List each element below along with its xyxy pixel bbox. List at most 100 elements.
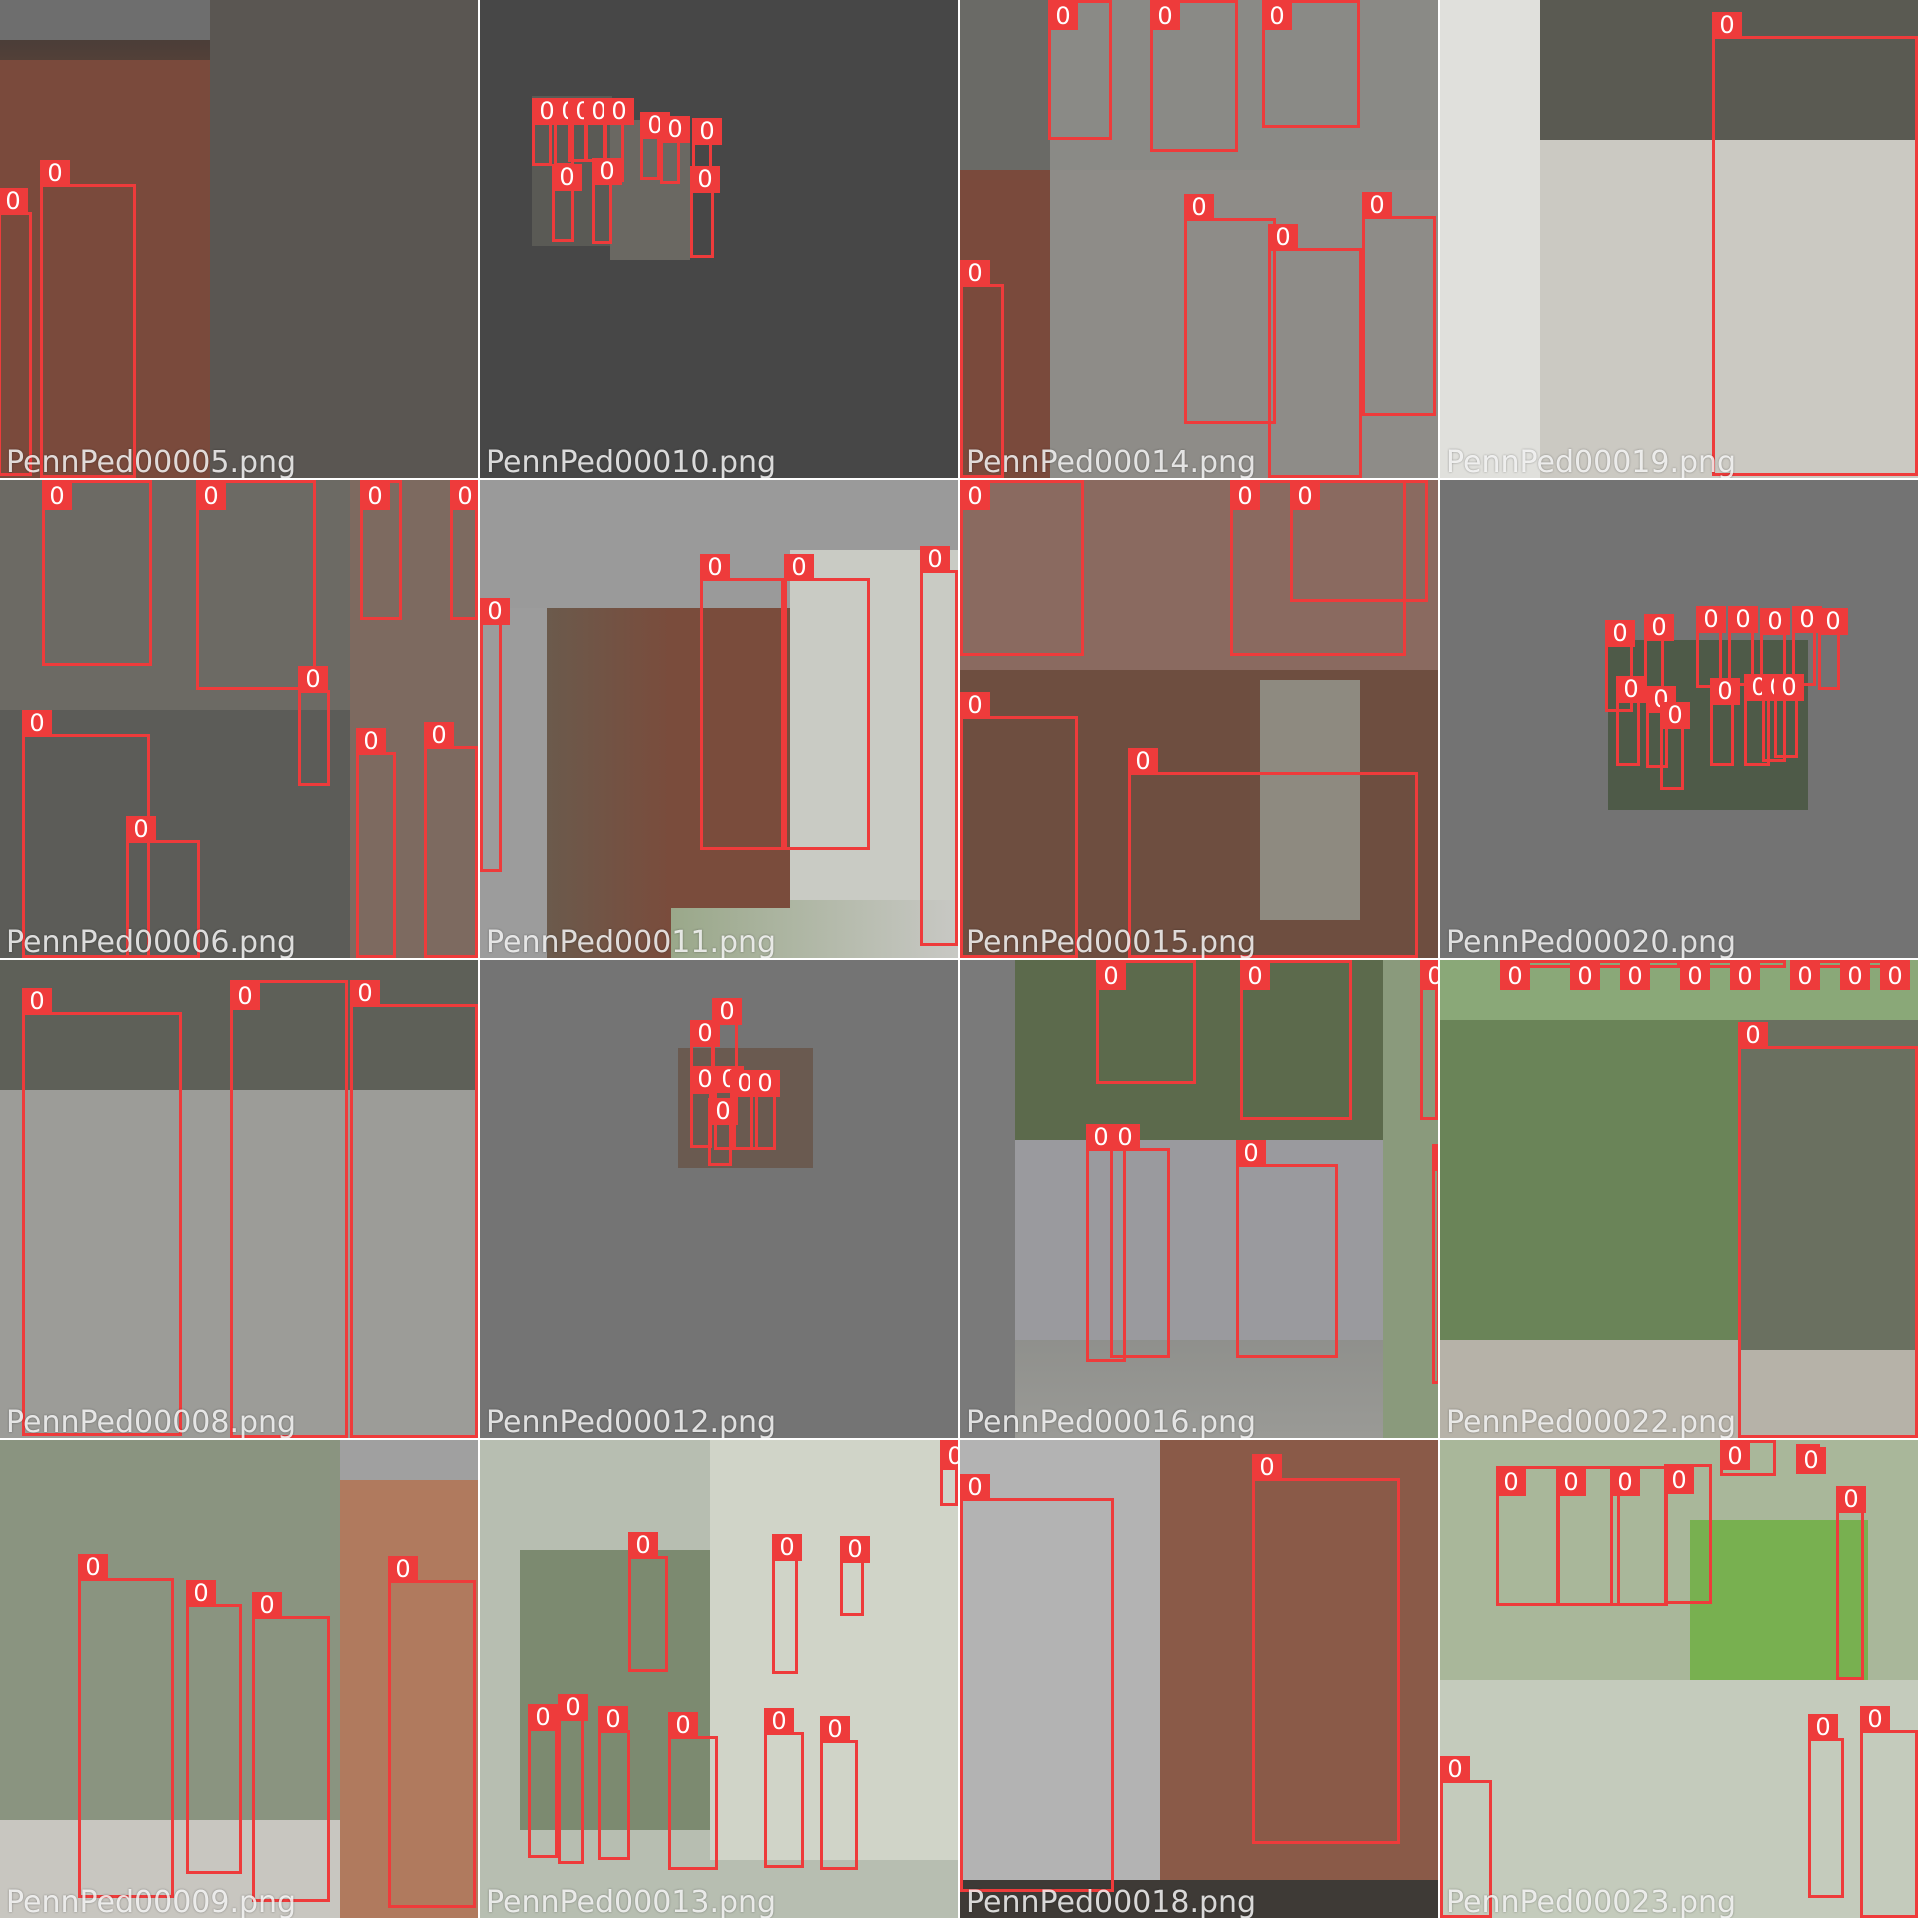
tile-image [480,480,958,958]
bounding-box: 0 [532,98,562,166]
bounding-box: 0 [604,98,634,182]
bounding-box: 0 [584,98,614,162]
bounding-box: 0 [764,1708,804,1868]
bounding-box: 0 [360,480,402,620]
class-label: 0 [940,1443,958,1470]
class-label: 0 [668,1712,698,1739]
class-label: 0 [388,1556,418,1583]
mosaic-tile: 0 0 0 0 0 0 0 PennPed00014.png [960,0,1438,478]
bounding-box: 0 [598,1706,630,1860]
class-label: 0 [1240,963,1270,990]
image-patch [0,710,350,958]
class-label: 0 [1790,963,1820,990]
class-label: 0 [450,483,478,510]
class-label: 0 [1184,194,1214,221]
bounding-box: 0 [230,980,348,1438]
image-patch [520,1550,720,1830]
class-label: 0 [360,483,390,510]
tile-image [0,1440,478,1918]
tile-image [960,960,1438,1438]
image-patch [1015,960,1438,1140]
image-patch [960,480,1438,670]
bounding-box: 0 [1664,1464,1712,1604]
bounding-box: 0 [960,1474,1114,1892]
class-label: 0 [1610,1469,1640,1496]
class-label: 0 [750,1070,780,1097]
class-label: 0 [252,1592,282,1619]
class-label: 0 [840,1536,870,1563]
bounding-box: 0 [750,1070,780,1150]
bounding-box: 0 [920,546,958,946]
bounding-box: 0 [960,260,1004,478]
bounding-box: 0 [1236,1140,1338,1358]
class-label: 0 [1664,1467,1694,1494]
bounding-box: 0 [1712,12,1918,476]
mosaic-tile: 0 0 0 PennPed00008.png [0,960,478,1438]
image-patch [960,170,1050,478]
class-label: 0 [772,1534,802,1561]
class-label: 0 [1792,606,1822,633]
class-label: 0 [424,722,454,749]
image-patch [960,1880,1438,1918]
image-patch [340,1440,478,1480]
class-label: 0 [628,1532,658,1559]
tile-filename: PennPed00010.png [486,445,777,479]
tile-image [0,960,478,1438]
class-label: 0 [1500,963,1530,990]
class-label: 0 [1720,1443,1750,1470]
bounding-box: 0 [1262,0,1360,128]
bounding-box: 0 [1290,480,1428,602]
class-label: 0 [1128,748,1158,775]
bounding-box: 0 [840,1536,870,1616]
class-label: 0 [1730,963,1760,990]
mosaic-tile: 0 0 0 0 0 0 0 PennPed00012.png [480,960,958,1438]
tile-filename: PennPed00006.png [6,925,297,959]
tile-image [480,1440,958,1918]
bounding-box: 0 [558,1694,588,1864]
bounding-box: 0 [820,1716,858,1870]
class-label: 0 [708,1098,738,1125]
bounding-box: 0 [1760,608,1790,686]
class-label: 0 [22,988,52,1015]
mosaic-tile: 0 0 0 0 0 PennPed00015.png [960,480,1438,958]
bounding-box: 0 [1128,748,1418,958]
tile-image [0,0,478,478]
class-label: 0 [22,710,52,737]
tile-filename: PennPed00014.png [966,445,1257,479]
tile-filename: PennPed00009.png [6,1885,297,1919]
class-label: 0 [692,118,722,145]
class-label: 0 [1236,1140,1266,1167]
class-label: 0 [1496,1469,1526,1496]
class-label: 0 [604,98,634,125]
class-label: 0 [126,816,156,843]
class-label: 0 [1432,1144,1438,1171]
bounding-box: 0 [196,480,316,690]
bounding-box: 0 [1252,1454,1400,1844]
mosaic-tile: 0 0 0 0 0 0 0 0 0 PennPed00022.png [1440,960,1918,1438]
bounding-box: 0 [1660,702,1690,790]
bounding-box: 0 [450,480,478,620]
mosaic-tile: 0 0 0 0 0 0 0 0 0 0 PennPed00013.png [480,1440,958,1918]
bounding-box: 0 [126,816,200,958]
class-label: 0 [820,1716,850,1743]
class-label: 0 [1096,963,1126,990]
class-label: 0 [78,1554,108,1581]
class-label: 0 [528,1704,558,1731]
bounding-box: 0 [1096,960,1196,1084]
tile-filename: PennPed00011.png [486,925,777,959]
class-label: 0 [0,188,28,215]
bounding-box: 0 [1840,960,1890,990]
bounding-box: 0 [1710,678,1740,766]
image-patch [670,608,790,908]
mosaic-tile: 0 0 PennPed00005.png [0,0,478,478]
image-patch [1015,1140,1438,1340]
class-label: 0 [350,980,380,1007]
bounding-box: 0 [1110,1124,1170,1358]
bounding-box: 0 [1880,960,1910,990]
bounding-box: 0 [356,728,396,958]
class-label: 0 [40,160,70,187]
class-label: 0 [230,983,260,1010]
mosaic-tile: 0 0 0 0 PennPed00011.png [480,480,958,958]
class-label: 0 [1362,192,1392,219]
class-label: 0 [1728,606,1758,633]
